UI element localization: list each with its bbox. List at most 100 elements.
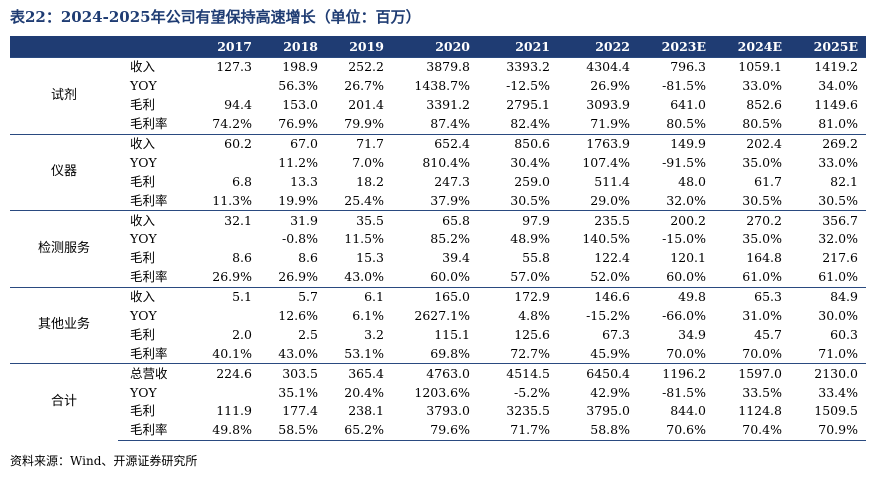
value-cell: 58.5% <box>260 420 326 441</box>
value-cell: 217.6 <box>822 250 858 266</box>
value-cell: 31.0% <box>742 308 782 324</box>
value-cell: 4763.0 <box>392 363 478 384</box>
value-cell: 33.0% <box>742 78 782 94</box>
metric-label: 毛利 <box>130 97 156 113</box>
value-cell: 269.2 <box>790 133 866 154</box>
value-cell: 224.6 <box>194 363 260 384</box>
value-cell: 844.0 <box>670 403 706 419</box>
value-cell: 33.5% <box>742 384 782 400</box>
value-cell: 1438.7% <box>414 78 470 94</box>
value-cell: 12.6% <box>278 308 318 324</box>
table-row: 试剂 收入 127.3 198.9 252.2 3879.8 3393.2 4304.4 796… <box>10 56 866 135</box>
value-cell: 56.3% <box>278 78 318 94</box>
value-cell: 49.8% <box>194 420 260 441</box>
value-cell: 71.9% <box>590 116 630 132</box>
value-cell: 45.9% <box>590 345 630 361</box>
value-cell: 80.5% <box>742 116 782 132</box>
source-note: 资料来源：Wind、开源证券研究所 <box>10 454 198 468</box>
value-cell: 238.1 <box>348 403 384 419</box>
header-year: 2025E <box>790 36 866 58</box>
segment-label: 合计 <box>10 363 118 441</box>
value-cell: 127.3 <box>194 56 260 77</box>
value-cell: 511.4 <box>594 173 630 189</box>
table-title: 表22：2024-2025年公司有望保持高速增长（单位：百万） <box>10 8 421 26</box>
metric-label: 收入 <box>118 286 194 307</box>
value-cell: 55.8 <box>522 250 550 266</box>
metric-label: YOY <box>130 78 157 94</box>
value-cell: 1203.6% <box>414 384 470 400</box>
value-cell: 165.0 <box>392 286 478 307</box>
value-cell: 259.0 <box>514 173 550 189</box>
table-row: 毛利 94.4 153.0 201.4 3391.2 2795.1 3093.9 641.0 8… <box>10 96 866 115</box>
value-cell: 115.1 <box>434 326 470 342</box>
value-cell: 30.0% <box>818 308 858 324</box>
value-cell: 61.0% <box>818 269 858 285</box>
value-cell: 4304.4 <box>558 56 638 77</box>
table-row: 合计 总营收 224.6 303.5 365.4 4763.0 4514.5 6450.4 11… <box>10 363 866 441</box>
segment-label: 试剂 <box>10 57 118 135</box>
value-cell: 30.5% <box>510 192 550 208</box>
value-cell: 107.4% <box>582 154 630 170</box>
value-cell: 177.4 <box>282 403 318 419</box>
metric-label: 毛利率 <box>130 116 168 132</box>
value-cell: 30.5% <box>818 192 858 208</box>
value-cell: 270.2 <box>714 210 790 231</box>
value-cell: -5.2% <box>514 384 550 400</box>
value-cell: 8.6 <box>232 250 252 266</box>
value-cell: 2130.0 <box>790 363 866 384</box>
value-cell: 35.0% <box>742 154 782 170</box>
value-cell: 34.9 <box>678 326 706 342</box>
value-cell: 1597.0 <box>714 363 790 384</box>
value-cell: 19.9% <box>278 192 318 208</box>
header-blank <box>10 36 118 58</box>
value-cell: 3093.9 <box>586 97 630 113</box>
value-cell: 69.8% <box>430 345 470 361</box>
value-cell: -15.0% <box>662 231 706 247</box>
value-cell: 153.0 <box>282 97 318 113</box>
value-cell: 8.6 <box>298 250 318 266</box>
table-row: 毛利 111.9 177.4 238.1 3793.0 3235.5 3795.0 844.0… <box>10 402 866 421</box>
value-cell <box>194 230 260 249</box>
metric-label: YOY <box>130 154 157 170</box>
value-cell: 48.0 <box>678 173 706 189</box>
value-cell: 3.2 <box>364 326 384 342</box>
value-cell: 2.0 <box>232 326 252 342</box>
value-cell: 2795.1 <box>506 97 550 113</box>
value-cell: 3793.0 <box>426 403 470 419</box>
value-cell: 43.0% <box>278 345 318 361</box>
value-cell: 32.0% <box>818 231 858 247</box>
value-cell: 61.0% <box>742 269 782 285</box>
value-cell: 42.9% <box>590 384 630 400</box>
header-year: 2023E <box>638 36 714 58</box>
metric-label: 毛利 <box>130 326 156 342</box>
value-cell: 13.3 <box>290 173 318 189</box>
value-cell: 71.0% <box>818 345 858 361</box>
value-cell <box>194 153 260 172</box>
value-cell: 67.0 <box>260 133 326 154</box>
value-cell: 43.0% <box>344 269 384 285</box>
table-row: 毛利率 49.8% 58.5% 65.2% 79.6% 71.7% 58.8% 70.6% 70… <box>10 420 866 441</box>
value-cell: 60.0% <box>666 269 706 285</box>
value-cell: 61.7 <box>754 173 782 189</box>
value-cell: 3391.2 <box>426 97 470 113</box>
value-cell: 37.9% <box>430 192 470 208</box>
value-cell: 29.0% <box>590 192 630 208</box>
value-cell: 4514.5 <box>478 363 558 384</box>
value-cell: 303.5 <box>260 363 326 384</box>
value-cell: 40.1% <box>212 345 252 361</box>
table-row: 检测服务 收入 32.1 31.9 35.5 65.8 97.9 235.5 200.2 270.… <box>10 210 866 288</box>
value-cell: 76.9% <box>278 116 318 132</box>
value-cell: 26.9% <box>590 78 630 94</box>
value-cell: 70.6% <box>638 420 714 441</box>
metric-label: 总营收 <box>118 363 194 384</box>
value-cell: 85.2% <box>430 231 470 247</box>
value-cell: 18.2 <box>356 173 384 189</box>
header-year: 2017 <box>194 36 260 58</box>
header-blank <box>118 36 194 58</box>
header-year: 2020 <box>392 36 478 58</box>
value-cell: 6.1% <box>352 308 384 324</box>
value-cell: 235.5 <box>558 210 638 231</box>
value-cell: 15.3 <box>356 250 384 266</box>
value-cell: 26.9% <box>278 269 318 285</box>
value-cell: 20.4% <box>344 384 384 400</box>
